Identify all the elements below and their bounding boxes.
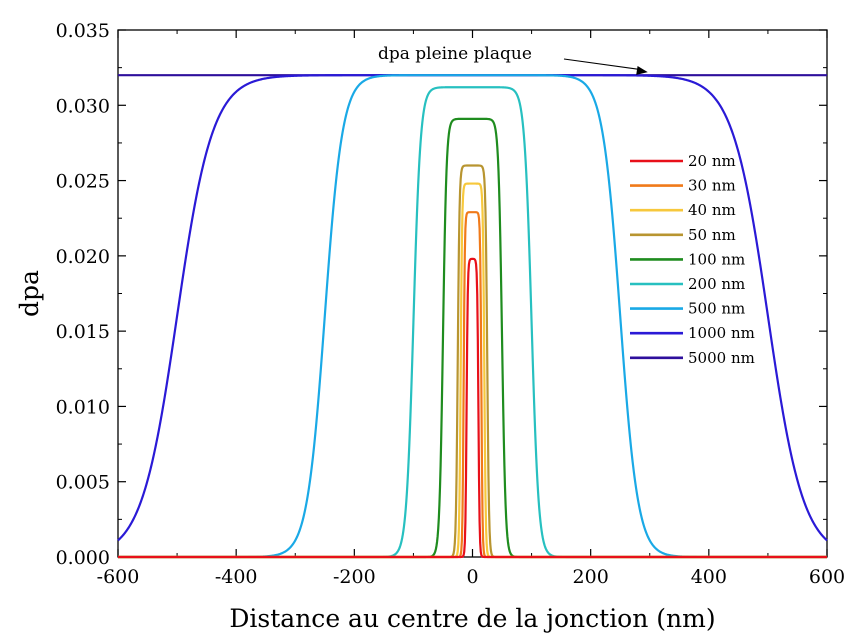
annotation-label: dpa pleine plaque <box>378 44 532 64</box>
x-tick-label: 0 <box>466 566 478 588</box>
legend-label: 5000 nm <box>688 349 755 367</box>
plot-frame <box>117 29 828 558</box>
ticks <box>117 29 828 558</box>
tick-labels: -600 -400 -200 0 200 400 600 0.000 0.005 0.010 0.0… <box>56 20 846 588</box>
y-tick-label: 0.010 <box>56 396 110 418</box>
x-tick-label: 600 <box>809 566 845 588</box>
y-tick-label: 0.000 <box>56 547 110 569</box>
legend: 20 nm 30 nm 40 nm 50 nm 100 nm 200 nm 500 nm 10… <box>630 152 755 367</box>
y-tick-label: 0.020 <box>56 246 110 268</box>
y-tick-label: 0.015 <box>56 321 110 343</box>
y-tick-label: 0.005 <box>56 472 110 494</box>
annotation-arrowhead <box>636 66 648 75</box>
annotation-arrow <box>563 58 638 70</box>
legend-label: 50 nm <box>688 226 736 244</box>
x-tick-label: -600 <box>97 566 140 588</box>
legend-label: 20 nm <box>688 152 736 170</box>
series-lines <box>117 74 828 559</box>
legend-label: 40 nm <box>688 201 736 219</box>
x-tick-label: -400 <box>215 566 258 588</box>
legend-label: 500 nm <box>688 300 745 318</box>
legend-label: 200 nm <box>688 275 745 293</box>
x-tick-label: 200 <box>573 566 609 588</box>
annotation: dpa pleine plaque <box>378 44 648 75</box>
x-tick-label: 400 <box>691 566 727 588</box>
legend-label: 30 nm <box>688 177 736 195</box>
legend-label: 1000 nm <box>688 324 755 342</box>
x-tick-label: -200 <box>333 566 376 588</box>
y-axis-title: dpa <box>15 270 44 317</box>
y-tick-label: 0.030 <box>56 95 110 117</box>
x-axis-title: Distance au centre de la jonction (nm) <box>229 604 715 633</box>
legend-label: 100 nm <box>688 250 745 268</box>
series-line-20-nm <box>117 257 828 559</box>
y-tick-label: 0.025 <box>56 171 110 193</box>
y-tick-label: 0.035 <box>56 20 110 42</box>
